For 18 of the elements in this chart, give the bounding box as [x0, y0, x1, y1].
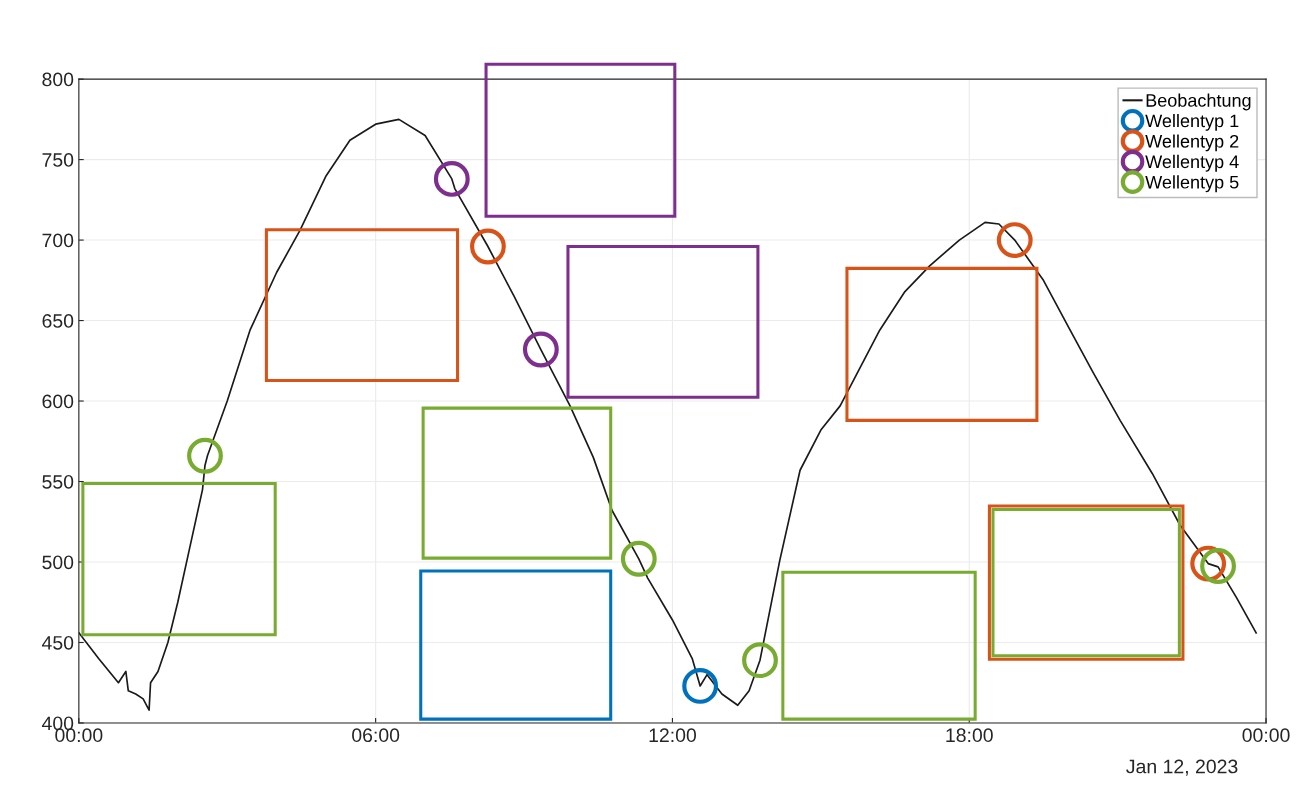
y-tick-label: 650 [42, 314, 74, 328]
legend-label: Wellentyp 2 [1145, 134, 1239, 152]
y-tick-label: 700 [42, 233, 74, 248]
legend-label: Wellentyp 1 [1145, 113, 1239, 131]
y-tick-label: 800 [42, 72, 74, 87]
y-tick-label: 600 [42, 394, 74, 409]
legend-label: Wellentyp 4 [1145, 154, 1239, 172]
text: Jan 12, 2023 [1126, 759, 1238, 776]
y-tick-label: 750 [42, 153, 74, 167]
x-tick-label: 18:00 [946, 728, 993, 743]
y-tick-label: 550 [42, 474, 74, 489]
x-tick-label: 06:00 [352, 728, 400, 743]
x-tick-label: 12:00 [649, 728, 697, 743]
y-tick-label: 450 [41, 635, 74, 650]
legend-label: Wellentyp 5 [1145, 175, 1239, 193]
legend-label: Beobachtung [1146, 93, 1251, 111]
x-tick-label: 00:00 [1242, 728, 1290, 743]
y-tick-label: 500 [42, 555, 74, 570]
